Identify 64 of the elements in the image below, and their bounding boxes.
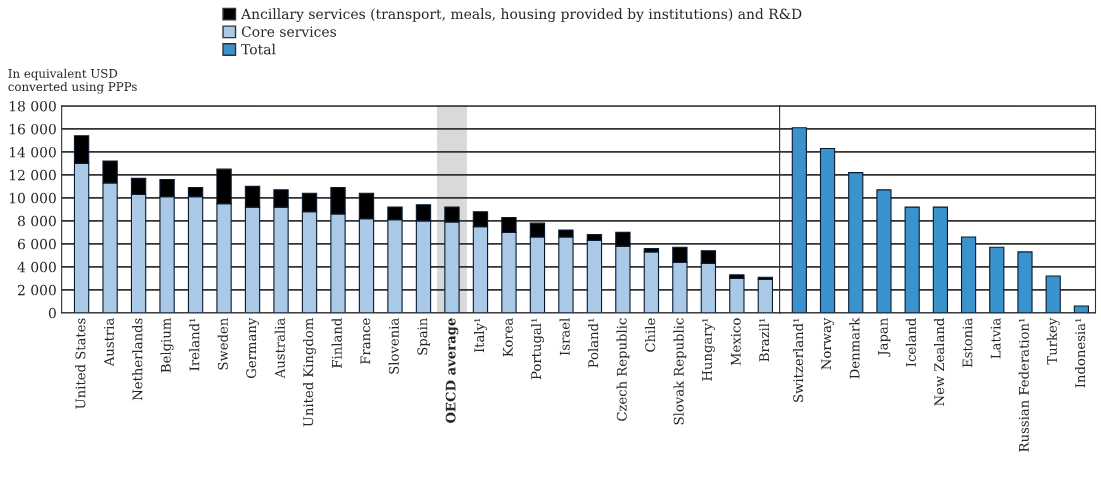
x-tick-label: Czech Republic [616, 318, 630, 421]
x-tick-label: France [360, 318, 371, 364]
x-tick-label: Brazil¹ [758, 318, 770, 362]
bar [960, 236, 977, 313]
bar [904, 206, 920, 313]
x-tick-label: Finland [331, 318, 342, 368]
bar [1017, 251, 1033, 313]
bar [876, 189, 892, 313]
bar [1045, 275, 1061, 313]
bar [1073, 305, 1089, 313]
x-tick-label: Turkey [1046, 317, 1060, 365]
x-tick-label: United States [75, 318, 86, 409]
x-tick-label: Slovenia [388, 318, 399, 374]
x-tick-label: Chile [645, 318, 656, 352]
x-tick-label: Ireland¹ [189, 318, 200, 371]
bar [791, 127, 807, 313]
x-tick-label: Russian Federation¹ [1018, 318, 1029, 452]
x-tick-label: Poland¹ [588, 318, 599, 368]
legend-label: Total [241, 43, 276, 55]
bar [848, 172, 864, 313]
y-tick-label: 16 000 [9, 123, 56, 135]
x-tick-label: Spain [417, 318, 430, 355]
x-tick-label: Indonesia¹ [1075, 318, 1086, 388]
bar [819, 147, 836, 313]
y-tick-label: 6 000 [17, 238, 56, 250]
x-tick-label: Mexico [730, 318, 741, 366]
x-tick-label: Korea [502, 318, 513, 357]
x-tick-label: Norway [821, 317, 834, 370]
x-tick-label: Switzerland¹ [792, 318, 804, 402]
x-tick-label: Germany [246, 317, 259, 378]
bar [989, 246, 1005, 313]
y-axis-title: In equivalent USD converted using PPPs [8, 68, 137, 94]
legend-label: Core services [241, 26, 337, 37]
x-tick-label: Estonia [962, 318, 973, 368]
x-tick-label: Denmark [849, 317, 860, 379]
x-tick-label: Iceland [905, 318, 916, 367]
y-tick-label: 8 000 [17, 215, 56, 227]
x-tick-label: United Kingdom [303, 318, 316, 427]
y-tick-label: 4 000 [17, 261, 56, 273]
y-tick-label: 10 000 [9, 192, 56, 204]
x-tick-label: Slovak Republic [673, 318, 687, 425]
y-tick-label: 14 000 [9, 146, 56, 158]
y-tick-label: 12 000 [9, 169, 56, 181]
bar [643, 251, 660, 313]
x-tick-label: Israel [559, 318, 570, 356]
bar [932, 206, 948, 313]
y-tick-label: 18 000 [9, 100, 56, 112]
x-tick-label: Italy¹ [473, 318, 487, 353]
bar [729, 277, 745, 313]
x-tick-label: Japan [877, 318, 891, 357]
legend-label: Ancillary services (transport, meals, housing provided by institutions) and R&D [241, 8, 802, 22]
x-tick-label: Portugal¹ [530, 318, 544, 380]
bar [757, 278, 774, 313]
x-tick-label: Latvia [990, 318, 1001, 359]
x-tick-label: Netherlands [132, 318, 143, 401]
x-tick-label: New Zealand [933, 318, 945, 406]
x-tick-label: Belgium [160, 318, 174, 373]
y-tick-label: 2 000 [17, 284, 56, 296]
x-tick-label: Sweden [217, 318, 228, 370]
x-tick-label: Australia [274, 318, 285, 379]
x-tick-label: OECD average [445, 318, 459, 423]
x-tick-label: Hungary¹ [702, 318, 715, 381]
y-tick-label: 0 [48, 307, 56, 319]
x-tick-label: Austria [104, 318, 114, 367]
